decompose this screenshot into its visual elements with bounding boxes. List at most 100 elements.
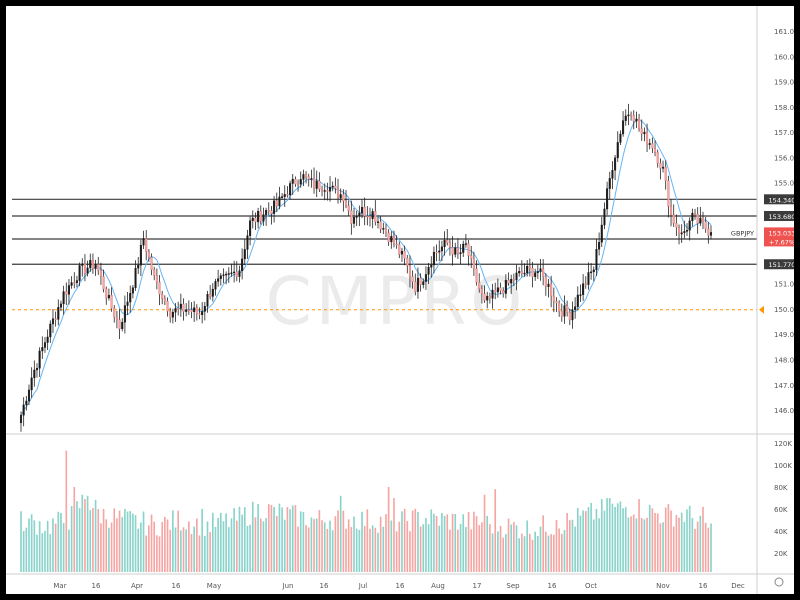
candle[interactable]: [201, 311, 204, 315]
candle[interactable]: [334, 185, 337, 189]
candle[interactable]: [54, 318, 57, 320]
candle[interactable]: [608, 178, 611, 189]
candle[interactable]: [299, 179, 302, 185]
candle[interactable]: [462, 243, 465, 253]
candle[interactable]: [230, 272, 233, 275]
candle[interactable]: [222, 274, 225, 276]
candle[interactable]: [75, 280, 78, 283]
candle[interactable]: [376, 221, 380, 223]
candle[interactable]: [49, 323, 52, 338]
candle[interactable]: [683, 231, 686, 233]
candle[interactable]: [190, 309, 193, 312]
candle[interactable]: [257, 211, 260, 223]
candle[interactable]: [515, 272, 518, 281]
candle[interactable]: [219, 275, 222, 279]
candle[interactable]: [478, 282, 481, 289]
candle[interactable]: [278, 196, 281, 207]
candle[interactable]: [211, 288, 214, 297]
candlestick-chart[interactable]: CMPRO 161.000160.000159.000158.000157.00…: [6, 6, 800, 594]
candle[interactable]: [302, 174, 305, 180]
candle[interactable]: [137, 264, 140, 269]
candle[interactable]: [632, 115, 635, 122]
candle[interactable]: [134, 268, 137, 288]
candle[interactable]: [161, 293, 164, 299]
candle[interactable]: [691, 212, 694, 222]
candle[interactable]: [518, 271, 521, 274]
candle[interactable]: [251, 217, 254, 221]
candle[interactable]: [638, 118, 641, 130]
candle[interactable]: [547, 283, 550, 288]
settings-gear-icon[interactable]: [774, 577, 784, 587]
candle[interactable]: [41, 347, 44, 352]
candle[interactable]: [337, 188, 340, 199]
candle[interactable]: [400, 250, 403, 255]
candle[interactable]: [552, 295, 555, 302]
candle[interactable]: [65, 291, 68, 295]
candle[interactable]: [592, 269, 595, 273]
candle[interactable]: [475, 268, 478, 283]
candle[interactable]: [699, 217, 702, 224]
candle[interactable]: [595, 249, 598, 271]
candle[interactable]: [118, 319, 121, 330]
candle[interactable]: [643, 131, 646, 135]
candle[interactable]: [70, 282, 73, 286]
candle[interactable]: [342, 194, 345, 202]
candle[interactable]: [350, 210, 353, 224]
candle[interactable]: [227, 273, 230, 275]
candle[interactable]: [363, 207, 366, 217]
candle[interactable]: [438, 250, 441, 253]
candle[interactable]: [494, 289, 497, 293]
candle[interactable]: [174, 308, 177, 313]
candle[interactable]: [563, 305, 566, 317]
candle[interactable]: [254, 217, 257, 223]
candle[interactable]: [94, 264, 97, 269]
candle[interactable]: [318, 180, 321, 190]
candle[interactable]: [446, 239, 449, 244]
candle[interactable]: [289, 183, 292, 196]
candle[interactable]: [662, 166, 665, 169]
candle[interactable]: [672, 214, 675, 224]
candle[interactable]: [38, 350, 41, 369]
candle[interactable]: [89, 260, 92, 269]
candle[interactable]: [281, 196, 284, 198]
candle[interactable]: [155, 275, 158, 283]
candle[interactable]: [488, 295, 491, 299]
candle[interactable]: [86, 267, 89, 274]
candle[interactable]: [273, 200, 276, 214]
candle[interactable]: [107, 295, 110, 299]
candle[interactable]: [187, 309, 190, 311]
candle[interactable]: [182, 303, 185, 312]
candle[interactable]: [555, 301, 558, 304]
candle[interactable]: [177, 308, 180, 310]
candle[interactable]: [171, 311, 174, 318]
candle[interactable]: [520, 271, 523, 274]
candle[interactable]: [526, 266, 529, 274]
candle[interactable]: [249, 220, 252, 236]
candle[interactable]: [688, 220, 691, 231]
candle[interactable]: [339, 194, 342, 199]
candle[interactable]: [35, 368, 39, 371]
candle[interactable]: [598, 242, 601, 250]
candle[interactable]: [648, 143, 651, 145]
candle[interactable]: [558, 302, 561, 312]
candle[interactable]: [246, 235, 249, 250]
candle[interactable]: [624, 115, 627, 121]
candle[interactable]: [542, 268, 545, 277]
candle[interactable]: [510, 279, 513, 284]
candle[interactable]: [99, 270, 102, 277]
candle[interactable]: [603, 208, 606, 226]
candle[interactable]: [664, 166, 667, 181]
candle[interactable]: [534, 272, 537, 277]
candle[interactable]: [646, 131, 649, 145]
candle[interactable]: [355, 216, 358, 218]
candle[interactable]: [241, 258, 244, 271]
candle[interactable]: [483, 293, 486, 301]
candle[interactable]: [430, 264, 433, 268]
candle[interactable]: [611, 169, 614, 179]
candle[interactable]: [326, 190, 329, 192]
candle[interactable]: [587, 272, 590, 285]
candle[interactable]: [286, 194, 289, 196]
candle[interactable]: [206, 294, 209, 307]
candle[interactable]: [360, 207, 364, 214]
candle[interactable]: [616, 142, 619, 159]
